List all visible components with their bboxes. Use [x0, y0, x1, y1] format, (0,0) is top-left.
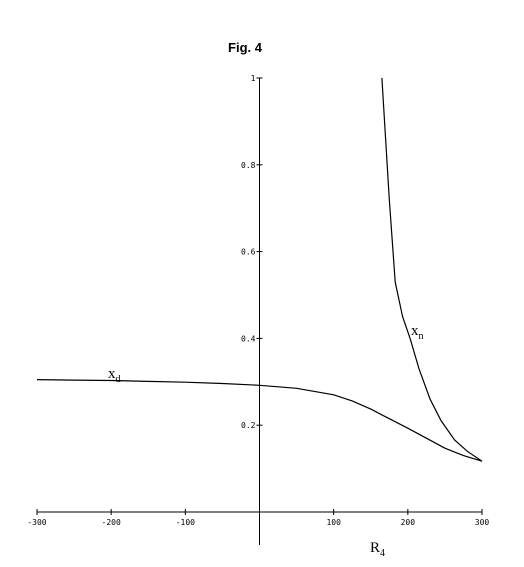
y-tick-label: 0.8	[241, 161, 256, 170]
series-label-main: x	[411, 323, 419, 339]
x-tick-label: 300	[475, 518, 490, 527]
y-tick-label: 0.4	[241, 334, 256, 343]
chart-title: Fig. 4	[228, 40, 263, 55]
x-tick-label: -200	[102, 518, 121, 527]
line-series	[36, 379, 483, 462]
series-label: xd	[108, 366, 121, 385]
y-tick-label: 0.2	[241, 421, 256, 430]
x-axis-label-main: R	[370, 540, 380, 556]
y-tick-label: 1	[251, 74, 256, 83]
series-label-sub: n	[419, 331, 424, 342]
series-label: xn	[411, 323, 424, 342]
x-axis-label: R4	[370, 540, 385, 559]
x-tick-label: 100	[326, 518, 341, 527]
x-tick-label: 200	[401, 518, 416, 527]
series-label-sub: d	[116, 374, 121, 385]
x-tick-label: -300	[27, 518, 46, 527]
line-series	[381, 77, 483, 462]
x-axis-label-sub: 4	[380, 548, 385, 559]
series-label-main: x	[108, 366, 116, 382]
y-tick-label: 0.6	[241, 248, 256, 257]
x-tick-label: -100	[176, 518, 195, 527]
